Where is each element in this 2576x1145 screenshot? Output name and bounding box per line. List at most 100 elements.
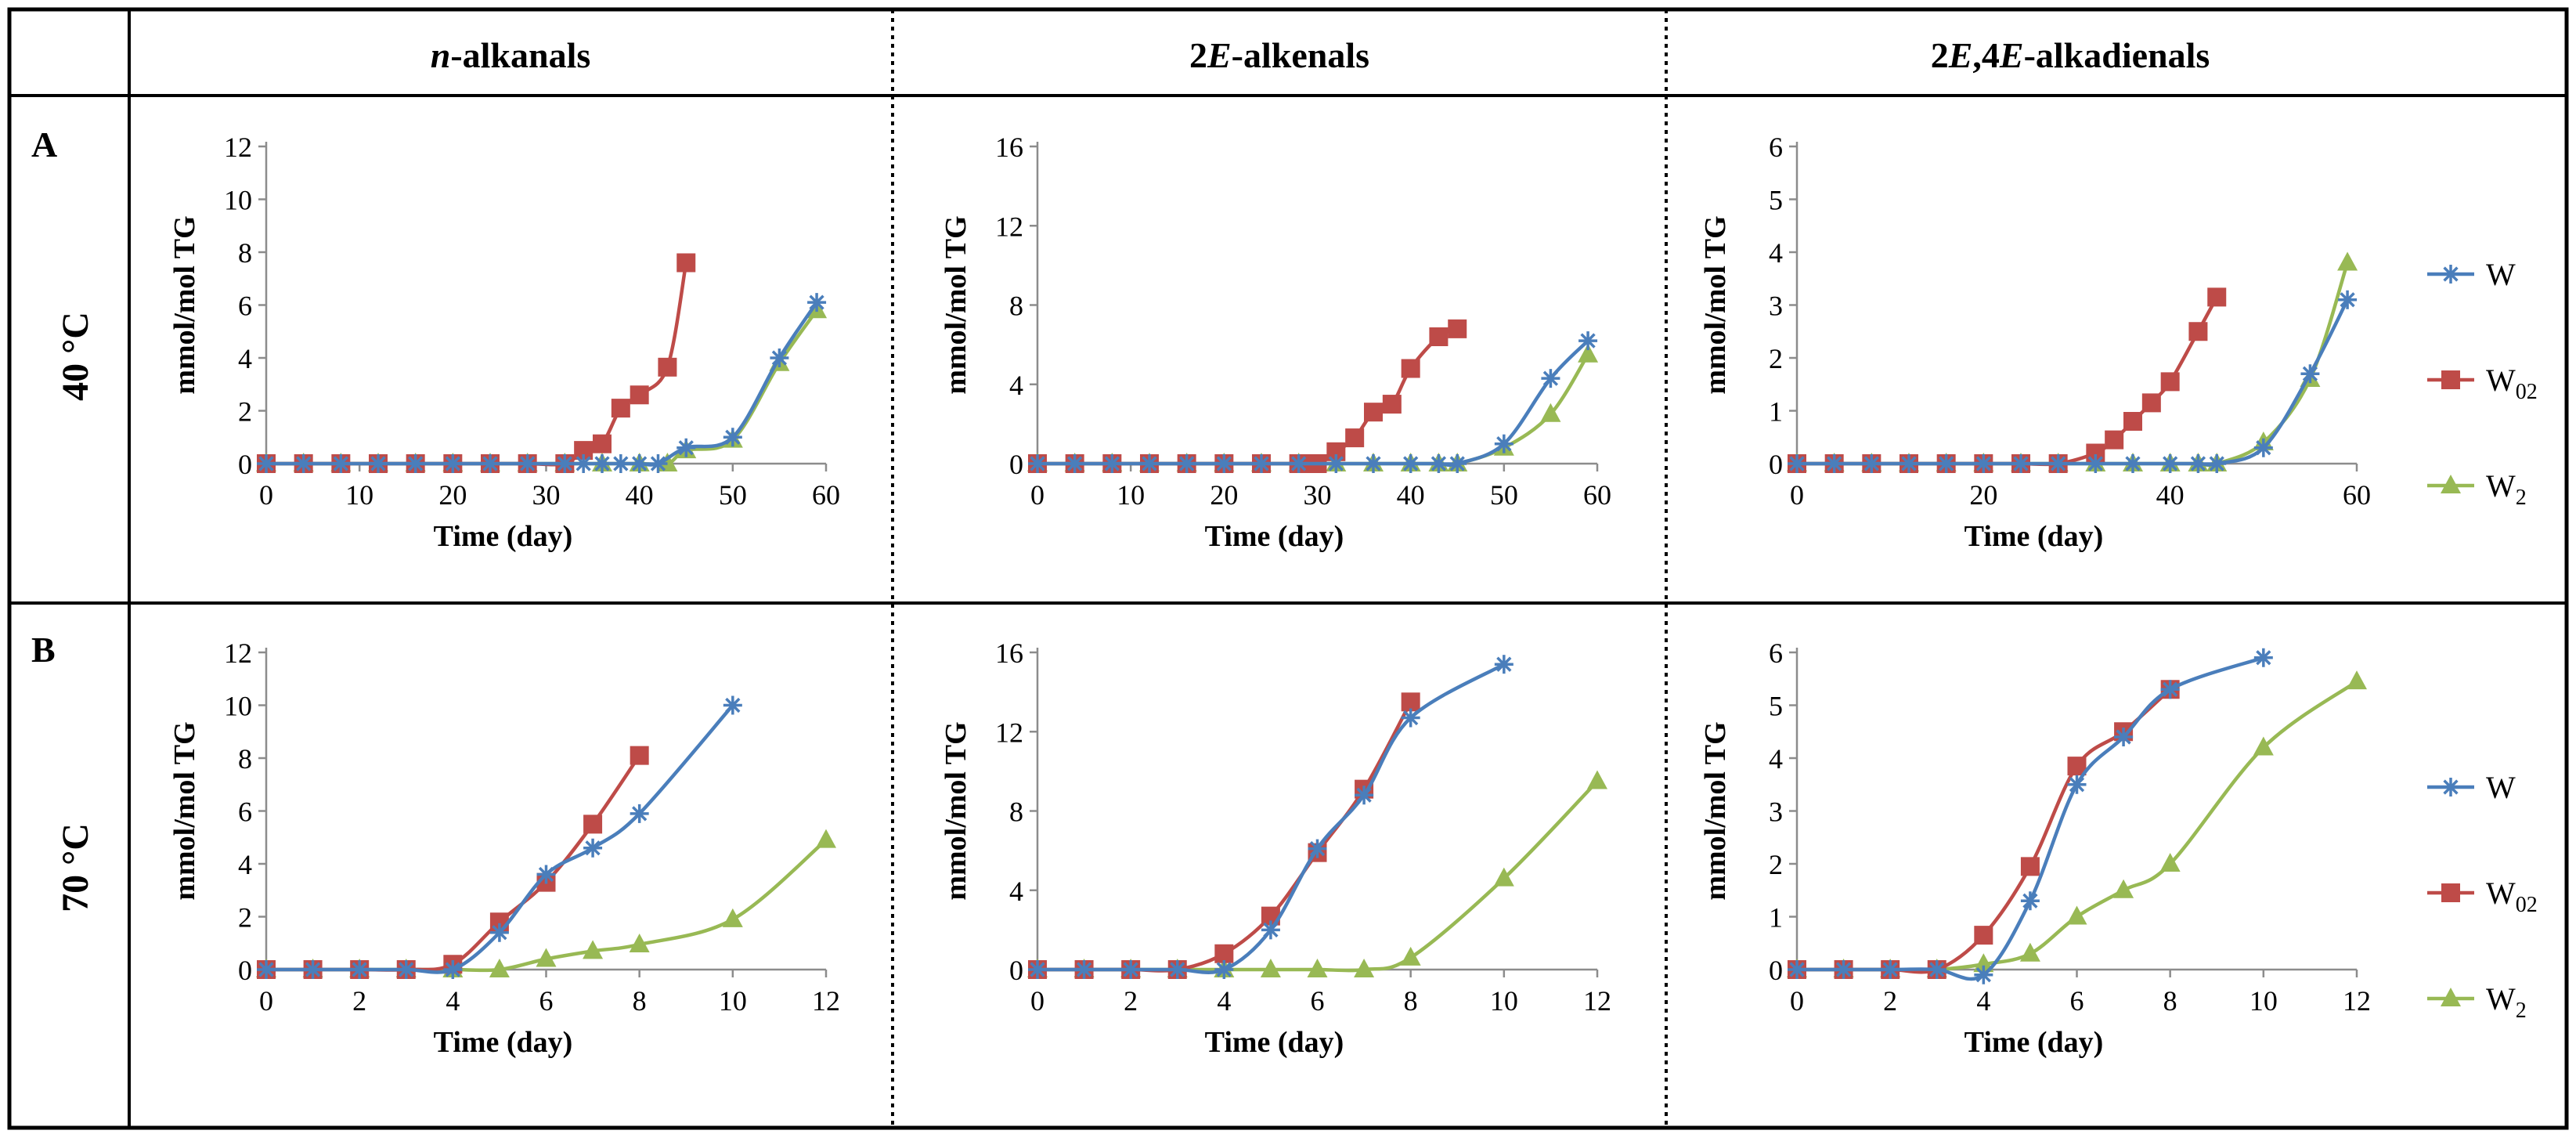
x-tick-label: 4 <box>1976 985 1990 1017</box>
data-point-w2 <box>1354 959 1375 977</box>
x-axis-label: Time (day) <box>434 520 573 553</box>
x-tick-label: 0 <box>259 479 273 511</box>
legend-item: W <box>2427 770 2516 805</box>
data-point-w <box>2020 891 2040 911</box>
legend-row-0: W W02 W2 <box>2427 257 2538 510</box>
column-header-2e-alkenals: 2E-alkenals <box>1189 35 1369 75</box>
y-tick-label: 12 <box>224 132 252 163</box>
data-point-w <box>1974 965 1993 984</box>
data-point-w2 <box>1400 946 1421 966</box>
x-tick-label: 2 <box>1124 985 1138 1017</box>
legend-marker <box>2441 883 2460 902</box>
series-w2 <box>256 299 828 471</box>
data-point-w <box>1494 655 1513 674</box>
data-point-w <box>1541 369 1560 388</box>
data-point-w02 <box>1401 692 1420 712</box>
series-w <box>1028 331 1598 473</box>
data-point-w02 <box>658 357 677 377</box>
x-tick-label: 60 <box>2343 479 2371 511</box>
legend-item: W2 <box>2427 468 2527 510</box>
y-tick-label: 8 <box>1009 291 1023 322</box>
y-tick-label: 4 <box>238 849 252 880</box>
data-point-w <box>723 695 742 715</box>
data-point-w02 <box>630 385 649 405</box>
chart-0-1: 0 4 8 12 16 0 10 20 30 40 50 60 Time (day) mmol/mol T… <box>940 132 1611 553</box>
series-w2 <box>1027 770 1607 977</box>
y-tick-label: 0 <box>1009 449 1023 480</box>
data-point-w <box>723 428 742 447</box>
series-w02 <box>1788 287 2227 473</box>
data-point-w02 <box>2207 287 2227 307</box>
data-point-w02 <box>583 815 603 834</box>
x-tick-label: 40 <box>2156 479 2185 511</box>
legend-item: W02 <box>2427 363 2538 404</box>
data-point-w2 <box>2019 942 2040 962</box>
data-point-w02 <box>593 434 612 453</box>
x-tick-label: 0 <box>1030 985 1044 1017</box>
legend-item: W2 <box>2427 981 2527 1023</box>
data-point-w <box>1028 960 1047 979</box>
y-tick-label: 4 <box>1769 743 1783 775</box>
y-tick-label: 10 <box>224 185 252 216</box>
y-tick-label: 10 <box>224 691 252 722</box>
row-temperature-70: 70 °C <box>55 823 96 912</box>
y-tick-label: 6 <box>238 291 252 322</box>
y-tick-label: 12 <box>224 638 252 669</box>
series-line-w02 <box>266 754 641 972</box>
x-tick-label: 12 <box>1583 985 1611 1017</box>
y-tick-label: 2 <box>1769 849 1783 880</box>
data-point-w <box>1494 434 1513 453</box>
data-point-w <box>1074 960 1094 979</box>
y-tick-label: 12 <box>995 717 1023 748</box>
data-point-w02 <box>2020 857 2040 876</box>
legend-label: W2 <box>2486 468 2527 510</box>
legend-marker <box>2441 265 2460 284</box>
data-point-w <box>1308 839 1327 858</box>
y-axis-label: mmol/mol TG <box>168 721 201 900</box>
data-point-w02 <box>1382 395 1402 414</box>
y-tick-label: 5 <box>1769 691 1783 722</box>
series-w <box>1028 655 1513 979</box>
legend-marker <box>2441 370 2460 389</box>
data-point-w2 <box>816 829 836 848</box>
legend-label: W2 <box>2486 981 2527 1023</box>
data-point-w <box>2011 454 2030 473</box>
data-point-w <box>1177 454 1196 473</box>
y-tick-label: 4 <box>1009 370 1023 401</box>
data-point-w <box>1900 454 1918 473</box>
chart-1-1: 0 4 8 12 16 0 2 4 6 8 10 12 Time (day) mmol/mol TG <box>940 638 1611 1059</box>
x-tick-label: 30 <box>1304 479 1332 511</box>
y-tick-label: 16 <box>995 132 1023 163</box>
data-point-w <box>350 960 370 979</box>
data-point-w <box>294 454 313 473</box>
chart-0-0: 0 2 4 6 8 10 12 0 10 20 30 40 50 60 Time (day) mmol/mol… <box>168 132 840 553</box>
data-point-w <box>1364 454 1383 473</box>
legend-marker <box>2441 475 2461 493</box>
series-line-w <box>1797 656 2264 981</box>
series-w02 <box>257 253 696 473</box>
data-point-w <box>1429 454 1449 473</box>
y-tick-label: 0 <box>238 449 252 480</box>
y-tick-label: 8 <box>238 237 252 269</box>
legend-marker <box>2441 988 2461 1006</box>
legend-label: W02 <box>2486 363 2538 404</box>
legend-item: W02 <box>2427 876 2538 917</box>
data-point-w02 <box>676 253 696 273</box>
data-point-w <box>536 865 556 884</box>
legend-row-1: W W02 W2 <box>2427 770 2538 1023</box>
y-tick-label: 8 <box>1009 796 1023 828</box>
data-point-w02 <box>1429 327 1449 346</box>
data-point-w <box>1788 454 1806 473</box>
series-w <box>257 695 742 979</box>
x-tick-label: 12 <box>812 985 840 1017</box>
data-point-w <box>2338 290 2358 309</box>
data-point-w <box>2123 454 2142 473</box>
series-w <box>1788 648 2273 984</box>
data-point-w <box>2067 775 2087 794</box>
data-point-w <box>396 960 416 979</box>
series-line-w02 <box>1797 296 2219 467</box>
legend-marker <box>2441 778 2460 796</box>
x-tick-label: 4 <box>1217 985 1231 1017</box>
x-tick-label: 8 <box>633 985 647 1017</box>
